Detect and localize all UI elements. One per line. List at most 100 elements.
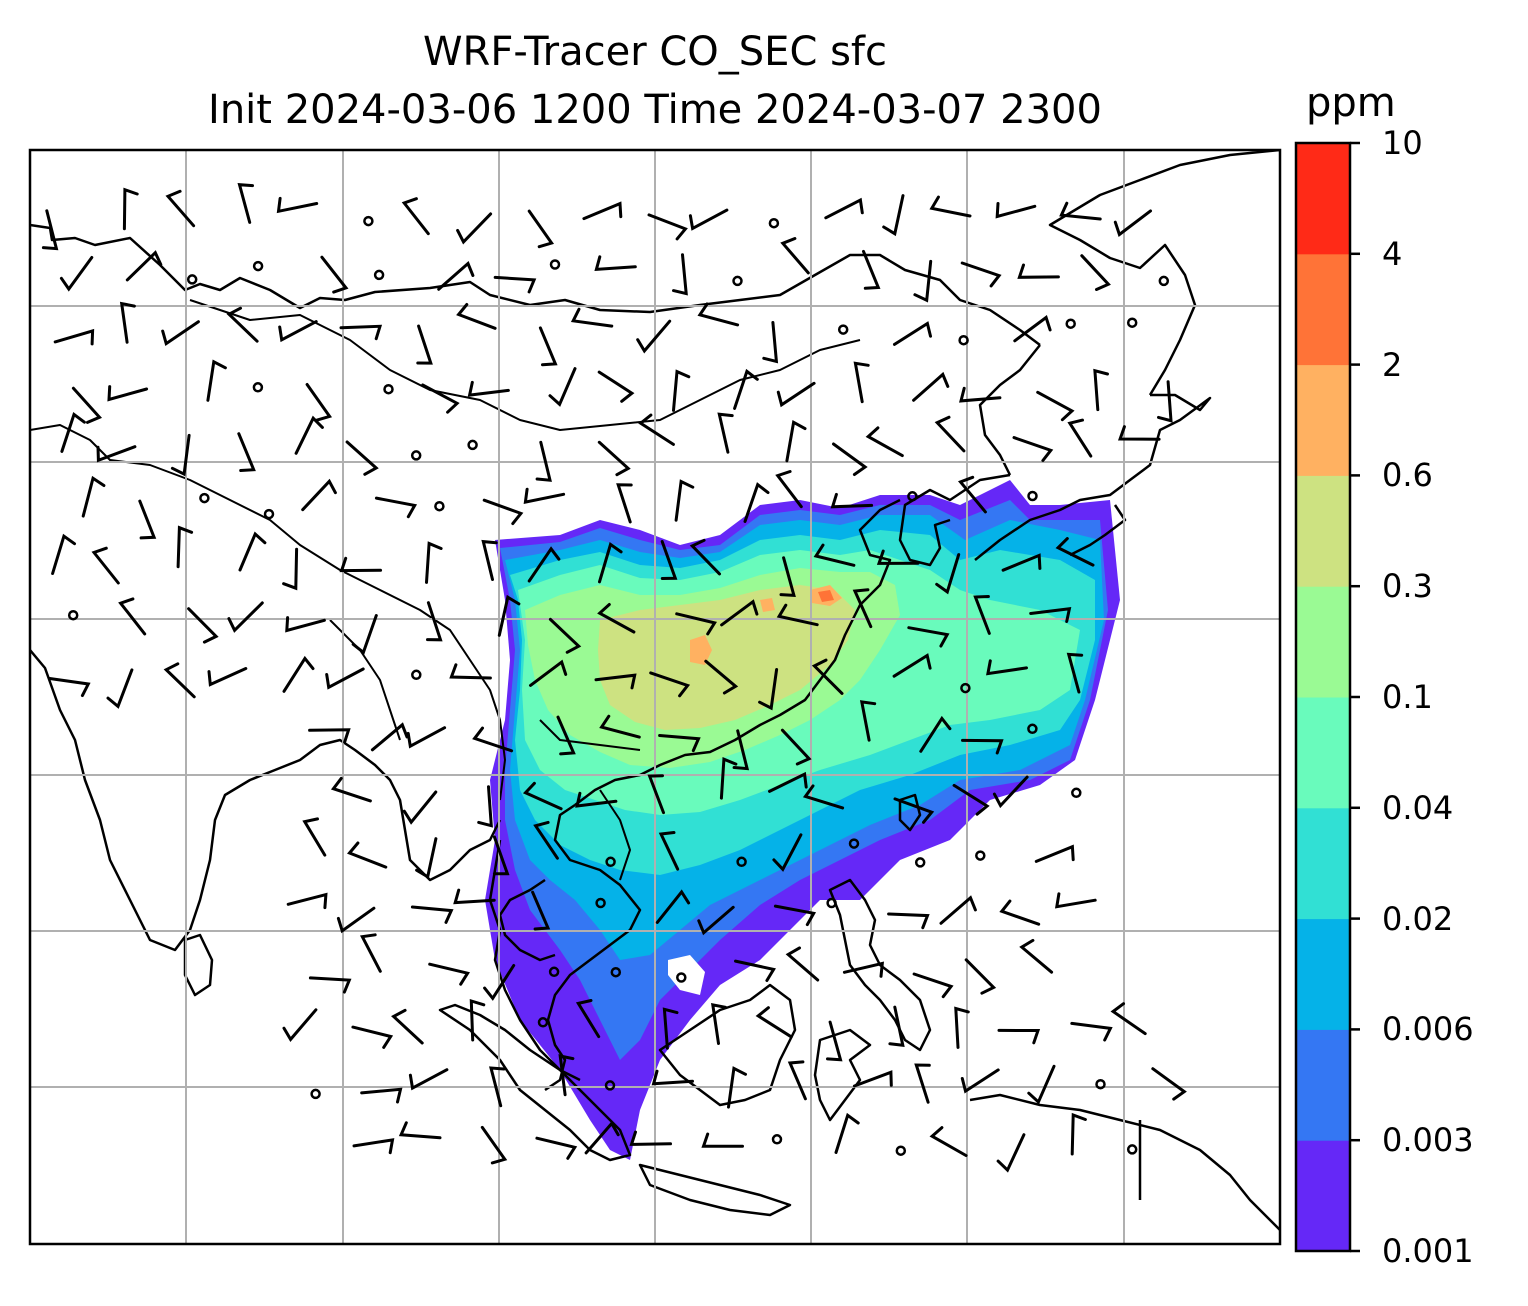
calm-wind-circle [263, 508, 275, 520]
wind-barb [359, 933, 382, 973]
wind-barb [755, 1006, 793, 1039]
wind-barb [456, 212, 493, 245]
wind-barb [758, 668, 779, 711]
wind-barb [675, 612, 717, 636]
calm-wind-circle [1027, 490, 1038, 502]
wind-barb [826, 1020, 843, 1062]
wind-barb [53, 328, 95, 346]
wind-barb [1117, 425, 1161, 441]
wind-barb [276, 196, 319, 214]
wind-barb [939, 895, 977, 925]
sri-lanka [183, 933, 214, 997]
wind-barb [285, 616, 326, 633]
sumatra [438, 1003, 632, 1162]
colorbar-tick-label: 0.04 [1382, 788, 1454, 827]
colorbar-tick-label: 0.02 [1382, 899, 1454, 938]
india-coast [30, 649, 502, 952]
new-guinea [969, 1093, 1280, 1231]
calm-wind-circle [1158, 275, 1170, 287]
wind-barb [406, 726, 447, 749]
indochina-coast [498, 803, 642, 1092]
wind-barb [492, 835, 510, 876]
wind-barb [308, 728, 351, 744]
field-hole-gulf-of-thailand [668, 955, 705, 995]
colorbar-unit-label: ppm [1306, 80, 1396, 126]
wind-barb [1027, 1064, 1056, 1105]
colorbar-tick-label: 0.001 [1382, 1232, 1474, 1270]
wind-barb [206, 359, 227, 402]
wind-barbs [41, 183, 1187, 1173]
wind-barb [339, 324, 383, 341]
wind-barb [688, 208, 729, 231]
colorbar-tick-label: 0.6 [1382, 456, 1433, 495]
wind-barb [535, 1136, 578, 1160]
wind-barb [929, 195, 972, 218]
wind-barb [302, 817, 327, 857]
wind-barb [935, 553, 961, 595]
calm-wind-circle [467, 439, 478, 451]
wind-barb [497, 594, 521, 637]
colorbar-swatch-0.1 [1296, 586, 1350, 698]
wind-barb [697, 302, 740, 327]
wind-barb [772, 833, 803, 872]
wind-barb [1059, 201, 1102, 221]
wind-barb [658, 734, 701, 753]
calm-wind-circle [960, 682, 971, 694]
calm-wind-circle [914, 857, 926, 868]
wind-barb [1151, 1067, 1187, 1101]
wind-barb [489, 1066, 506, 1108]
wind-barb [893, 797, 935, 824]
map-gridlines [30, 150, 1280, 1244]
wind-barb [410, 905, 454, 924]
calm-wind-circle [895, 1145, 907, 1156]
colorbar-tick-label: 0.006 [1382, 1010, 1474, 1049]
wind-barb [802, 784, 845, 810]
wind-barb [919, 715, 952, 753]
wind-barb [493, 275, 537, 294]
wind-barb [282, 1008, 318, 1042]
wind-barb [1017, 263, 1060, 279]
wind-barb [1036, 390, 1075, 422]
wind-barb [402, 790, 438, 825]
kamchatka-okhotsk-coast [978, 150, 1280, 476]
wind-barb [913, 259, 933, 303]
wind-barb [481, 539, 498, 581]
wind-barb [548, 367, 577, 407]
calm-wind-circle [732, 275, 743, 287]
wind-barb [294, 415, 324, 455]
coastline-west [30, 223, 1041, 346]
wind-barb [339, 556, 383, 573]
colorbar [1294, 141, 1360, 1253]
wind-barb [704, 659, 739, 695]
wind-barb [834, 1112, 860, 1154]
wind-barb [477, 785, 493, 828]
wind-barb [529, 659, 568, 687]
wind-barb [952, 783, 990, 816]
wind-barb [1034, 844, 1075, 863]
wind-barb [999, 899, 1041, 926]
colorbar-swatch-2 [1296, 253, 1350, 366]
wind-barb [865, 426, 904, 458]
calm-wind-circle [252, 382, 264, 393]
wind-barb [701, 1132, 744, 1148]
wind-barb [597, 440, 631, 477]
calm-wind-circle [410, 450, 422, 461]
calm-wind-circle [537, 1017, 549, 1028]
wind-barb [960, 1068, 1000, 1094]
wind-barb [997, 1028, 1041, 1045]
wind-barb [1080, 254, 1111, 291]
wind-barb [929, 1126, 968, 1157]
wind-barb [345, 440, 379, 476]
wind-barb [106, 668, 134, 709]
calm-wind-circle [958, 334, 969, 346]
wind-barb [832, 442, 868, 476]
wind-barb [238, 531, 267, 572]
wind-barb [96, 445, 137, 463]
wind-barb [320, 255, 349, 294]
wind-barb [719, 757, 738, 800]
wind-barb [961, 738, 1004, 755]
wind-barb [859, 700, 877, 742]
calm-wind-circle [848, 838, 860, 849]
wind-barb [1001, 553, 1042, 572]
